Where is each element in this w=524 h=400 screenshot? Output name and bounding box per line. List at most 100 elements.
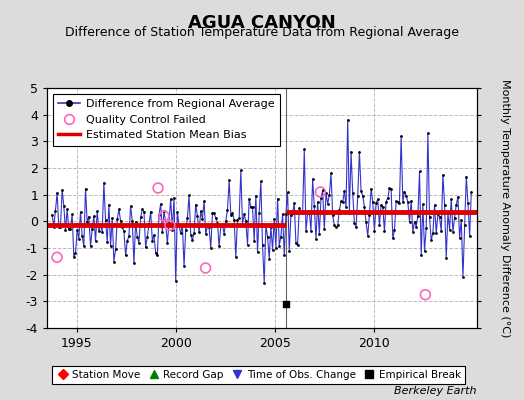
- Point: [390, 227, 399, 233]
- Point: [410, 218, 419, 225]
- Point: [136, 214, 145, 221]
- Point: [367, 186, 375, 192]
- Point: [233, 216, 242, 223]
- Point: [96, 222, 105, 228]
- Point: [250, 238, 258, 244]
- Point: [232, 254, 240, 260]
- Point: [445, 226, 454, 233]
- Point: [419, 201, 427, 208]
- Point: [283, 189, 292, 196]
- Point: [413, 213, 422, 219]
- Point: [133, 234, 141, 240]
- Point: [243, 241, 252, 248]
- Point: [333, 222, 342, 229]
- Point: [166, 222, 174, 228]
- Point: [219, 222, 227, 228]
- Point: [175, 223, 183, 229]
- Point: [177, 230, 185, 236]
- Point: [297, 209, 305, 216]
- Point: [425, 214, 434, 220]
- Point: [427, 237, 435, 244]
- Point: [222, 218, 230, 224]
- Point: [53, 189, 61, 196]
- Point: [327, 170, 335, 176]
- Point: [300, 146, 309, 152]
- Point: [307, 228, 315, 234]
- Point: [258, 242, 267, 249]
- Point: [420, 248, 429, 254]
- Point: [212, 215, 220, 222]
- Point: [292, 240, 300, 246]
- Point: [157, 201, 165, 207]
- Point: [123, 238, 132, 244]
- Point: [226, 212, 235, 218]
- Point: [154, 185, 162, 191]
- Point: [467, 189, 475, 195]
- Point: [323, 201, 332, 207]
- Point: [108, 214, 116, 221]
- Point: [329, 212, 337, 219]
- Point: [370, 228, 379, 234]
- Point: [118, 224, 126, 230]
- Point: [442, 254, 451, 261]
- Point: [83, 219, 91, 226]
- Point: [223, 207, 232, 213]
- Point: [358, 193, 367, 199]
- Point: [203, 223, 212, 230]
- Point: [143, 234, 151, 240]
- Point: [215, 243, 223, 250]
- Point: [257, 178, 265, 184]
- Point: [165, 220, 173, 226]
- Point: [268, 246, 277, 253]
- Point: [115, 206, 123, 212]
- Point: [48, 211, 56, 218]
- Point: [464, 200, 472, 206]
- Point: [332, 224, 340, 230]
- Point: [160, 213, 168, 219]
- Point: [70, 254, 78, 260]
- Point: [187, 232, 195, 238]
- Point: [309, 176, 317, 182]
- Point: [399, 199, 407, 206]
- Point: [130, 260, 138, 267]
- Point: [173, 208, 181, 215]
- Point: [100, 180, 108, 186]
- Point: [352, 224, 361, 230]
- Point: [295, 205, 303, 211]
- Point: [342, 204, 350, 210]
- Point: [51, 207, 60, 214]
- Point: [340, 188, 348, 194]
- Point: [198, 216, 206, 222]
- Point: [128, 218, 136, 224]
- Point: [112, 246, 120, 253]
- Point: [274, 195, 282, 202]
- Point: [168, 227, 177, 233]
- Point: [110, 258, 118, 265]
- Point: [325, 192, 334, 198]
- Point: [106, 243, 115, 249]
- Point: [151, 250, 160, 256]
- Point: [405, 219, 413, 225]
- Point: [437, 228, 445, 234]
- Point: [302, 228, 310, 234]
- Point: [196, 208, 205, 214]
- Point: [183, 215, 192, 221]
- Point: [188, 237, 196, 243]
- Point: [313, 199, 322, 205]
- Point: [335, 207, 344, 214]
- Point: [145, 221, 153, 228]
- Point: [449, 228, 457, 235]
- Point: [362, 219, 370, 226]
- Point: [158, 229, 167, 236]
- Point: [288, 210, 297, 217]
- Point: [91, 238, 100, 245]
- Point: [253, 249, 261, 255]
- Point: [90, 213, 98, 219]
- Point: [185, 192, 193, 198]
- Point: [457, 217, 465, 223]
- Point: [299, 210, 307, 216]
- Point: [350, 220, 358, 226]
- Point: [451, 214, 459, 221]
- Point: [60, 202, 68, 209]
- Point: [202, 231, 210, 237]
